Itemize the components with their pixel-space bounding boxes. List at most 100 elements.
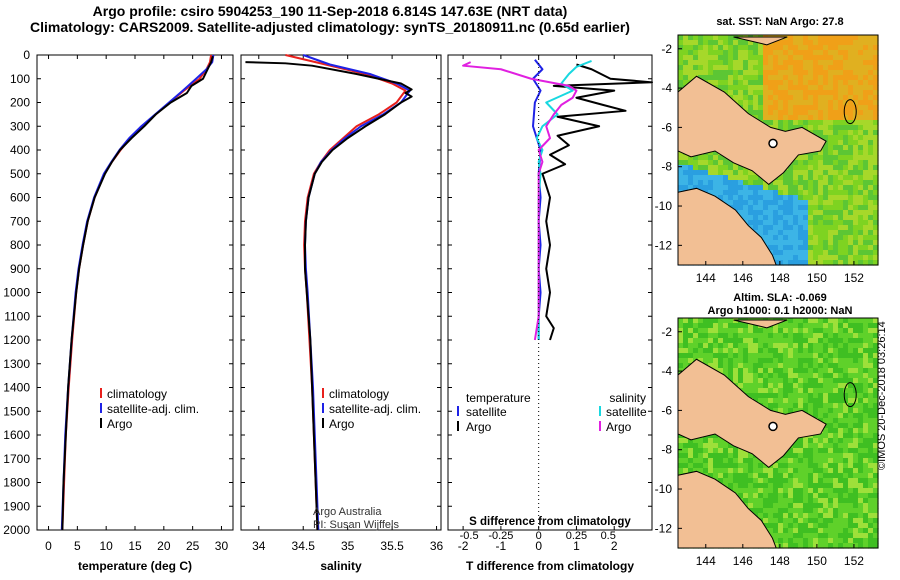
map-cell: [833, 70, 839, 76]
map-cell: [838, 160, 844, 166]
map-cell: [693, 328, 699, 334]
map-cell: [798, 333, 804, 339]
map-cell: [753, 388, 759, 394]
map-cell: [873, 373, 879, 379]
map-cell: [778, 353, 784, 359]
map-cell: [758, 95, 764, 101]
map-cell: [838, 518, 844, 524]
map-cell: [798, 95, 804, 101]
map-cell: [858, 225, 864, 231]
map-cell: [813, 413, 819, 419]
map-cell: [838, 90, 844, 96]
map-cell: [733, 205, 739, 211]
map-cell: [823, 428, 829, 434]
map-cell: [873, 235, 879, 241]
map-cell: [698, 165, 704, 171]
map-cell: [868, 215, 874, 221]
map-cell: [708, 155, 714, 161]
map-cell: [748, 90, 754, 96]
map-cell: [793, 240, 799, 246]
map-cell: [818, 195, 824, 201]
island: [733, 36, 788, 46]
map-cell: [708, 150, 714, 156]
map-cell: [868, 333, 874, 339]
map-lat-label: -6: [661, 403, 672, 417]
map-cell: [858, 65, 864, 71]
map-cell: [823, 45, 829, 51]
map-cell: [818, 70, 824, 76]
map-cell: [868, 105, 874, 111]
map-cell: [838, 408, 844, 414]
map-cell: [833, 408, 839, 414]
map-cell: [743, 373, 749, 379]
map-cell: [798, 398, 804, 404]
map-cell: [773, 55, 779, 61]
map-cell: [763, 363, 769, 369]
map-cell: [748, 478, 754, 484]
map-cell: [843, 453, 849, 459]
map-cell: [873, 528, 879, 534]
map-cell: [813, 130, 819, 136]
map-cell: [823, 135, 829, 141]
map-cell: [808, 185, 814, 191]
map-cell: [848, 518, 854, 524]
map-cell: [818, 433, 824, 439]
map-cell: [708, 343, 714, 349]
map-cell: [843, 220, 849, 226]
map-cell: [863, 140, 869, 146]
map-cell: [688, 50, 694, 56]
map-cell: [773, 368, 779, 374]
map-cell: [793, 60, 799, 66]
map-cell: [783, 55, 789, 61]
map-cell: [733, 368, 739, 374]
map-cell: [718, 175, 724, 181]
map-cell: [828, 328, 834, 334]
map-cell: [773, 250, 779, 256]
map-cell: [768, 348, 774, 354]
map-cell: [768, 523, 774, 529]
map-cell: [753, 353, 759, 359]
island-outline: [843, 99, 857, 125]
map-cell: [858, 323, 864, 329]
map-cell: [853, 353, 859, 359]
map-cell: [788, 448, 794, 454]
map-cell: [813, 438, 819, 444]
map-cell: [803, 245, 809, 251]
map-cell: [788, 245, 794, 251]
map-cell: [818, 210, 824, 216]
map-cell: [703, 70, 709, 76]
map-cell: [793, 528, 799, 534]
map-cell: [768, 498, 774, 504]
map-cell: [783, 348, 789, 354]
map-cell: [793, 50, 799, 56]
map-cell: [693, 180, 699, 186]
map-cell: [808, 240, 814, 246]
map-cell: [798, 60, 804, 66]
map-cell: [823, 418, 829, 424]
map-cell: [813, 338, 819, 344]
map-cell: [838, 215, 844, 221]
map-cell: [818, 180, 824, 186]
map-cell: [823, 508, 829, 514]
map-cell: [743, 215, 749, 221]
map-cell: [788, 250, 794, 256]
map-cell: [828, 368, 834, 374]
map-cell: [743, 210, 749, 216]
map-cell: [833, 358, 839, 364]
map-cell: [753, 493, 759, 499]
map-cell: [858, 423, 864, 429]
map-cell: [853, 160, 859, 166]
map-cell: [858, 40, 864, 46]
map-cell: [758, 483, 764, 489]
map-cell: [833, 175, 839, 181]
map-cell: [678, 343, 684, 349]
map-cell: [763, 328, 769, 334]
map-cell: [723, 443, 729, 449]
map-cell: [738, 378, 744, 384]
map-cell: [848, 488, 854, 494]
map-cell: [688, 358, 694, 364]
map-cell: [718, 80, 724, 86]
map-cell: [783, 468, 789, 474]
map-cell: [703, 328, 709, 334]
map-cell: [738, 353, 744, 359]
